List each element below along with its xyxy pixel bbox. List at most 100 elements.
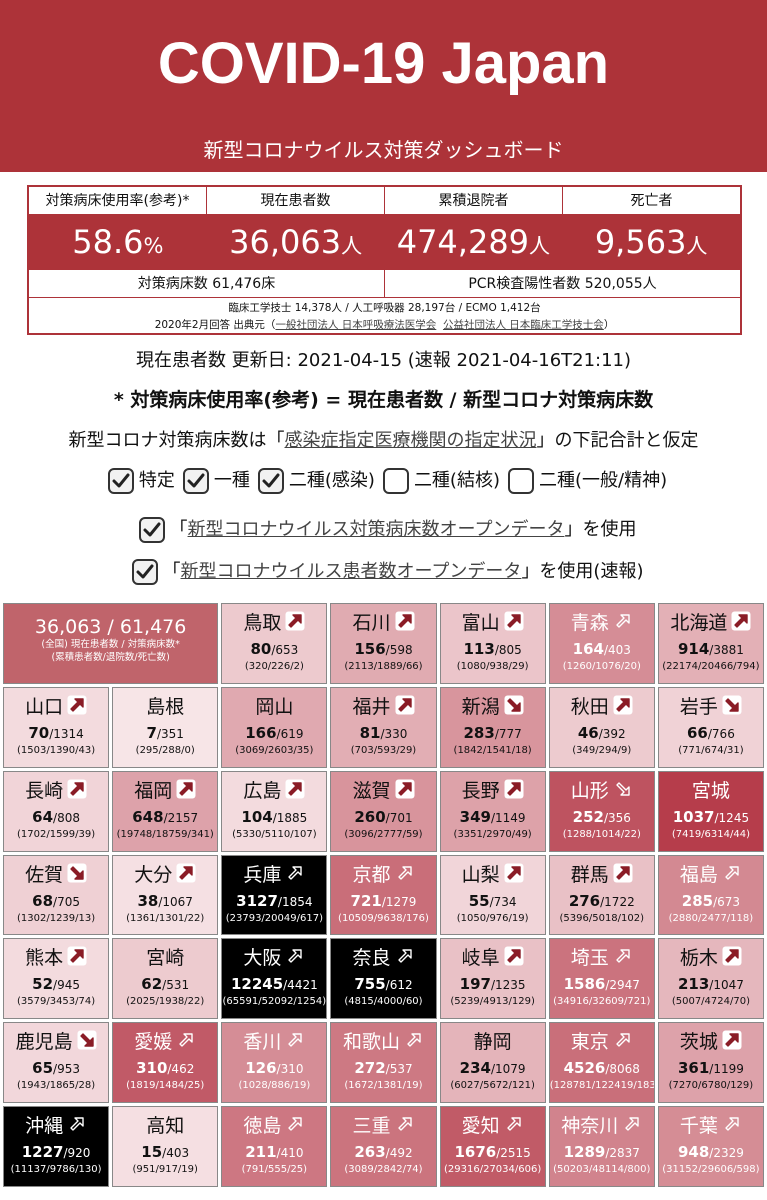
prefecture-tile[interactable]: 広島 104/1885 (5330/5110/107) <box>221 770 328 852</box>
bed-count: /808 <box>53 810 80 825</box>
name-text: 宮城 <box>691 779 730 802</box>
trend-arrow <box>616 614 630 628</box>
prefecture-tile[interactable]: 愛知 1676/2515 (29316/27034/606) <box>439 1106 546 1187</box>
checkbox[interactable] <box>257 468 284 494</box>
checkbox[interactable] <box>131 559 158 585</box>
prefecture-tile[interactable]: 群馬 276/1722 (5396/5018/102) <box>548 854 655 936</box>
source-link[interactable]: 一般社団法人 日本呼吸療法医学会 <box>275 319 437 331</box>
cumulative-totals: (320/226/2) <box>244 661 304 672</box>
prefecture-tile[interactable]: 埼玉 1586/2947 (34916/32609/721) <box>548 938 655 1020</box>
trend-arrow <box>504 695 524 715</box>
name-text: 秋田 <box>570 695 609 718</box>
prefecture-tile[interactable]: 島根 7/351 (295/288/0) <box>112 686 219 768</box>
source-link[interactable]: 新型コロナウイルス患者数オープンデータ <box>180 561 522 582</box>
prefecture-tile[interactable]: 福島 285/673 (2880/2477/118) <box>657 854 764 936</box>
prefecture-name: 福島 <box>659 862 763 888</box>
name-text: 神奈川 <box>561 1115 619 1138</box>
prefecture-tile[interactable]: 東京 4526/8068 (128781/122419/1836) <box>548 1022 655 1104</box>
cumulative-totals: (3096/2777/59) <box>344 828 423 840</box>
prefecture-tile[interactable]: 千葉 948/2329 (31152/29606/598) <box>657 1106 764 1187</box>
cumulative-totals: (2025/1938/22) <box>126 996 205 1008</box>
current-patients: 948 <box>677 1143 710 1162</box>
trend-arrow <box>70 1117 84 1131</box>
prefecture-tile[interactable]: 徳島 211/410 (791/555/25) <box>221 1106 328 1187</box>
prefecture-tile[interactable]: 長野 349/1149 (3351/2970/49) <box>439 770 546 852</box>
checkbox[interactable] <box>507 468 534 494</box>
prefecture-tile[interactable]: 沖縄 1227/920 (11137/9786/130) <box>3 1106 110 1187</box>
prefecture-tile[interactable]: 和歌山 272/537 (1672/1381/19) <box>330 1022 437 1104</box>
prefecture-tile[interactable]: 鹿児島 65/953 (1943/1865/28) <box>3 1022 110 1104</box>
bed-count: /410 <box>276 1146 304 1161</box>
prefecture-tile[interactable]: 岡山 166/619 (3069/2603/35) <box>221 686 328 768</box>
bed-count: /492 <box>385 1146 413 1161</box>
prefecture-tile[interactable]: 富山 113/805 (1080/938/29) <box>439 603 546 684</box>
prefecture-tile[interactable]: 大阪 12245/4421 (65591/52092/1254) <box>221 938 328 1020</box>
prefecture-name: 沖縄 <box>4 1113 108 1139</box>
trend-arrow <box>504 779 524 799</box>
prefecture-tile[interactable]: 愛媛 310/462 (1819/1484/25) <box>112 1022 219 1104</box>
checkbox[interactable] <box>382 468 409 494</box>
name-text: 熊本 <box>25 947 64 970</box>
prefecture-tile[interactable]: 青森 164/403 (1260/1076/20) <box>548 603 655 684</box>
checkbox[interactable] <box>138 517 165 543</box>
summary-value: 36,063 / 61,476 <box>34 616 187 638</box>
prefecture-tile[interactable]: 佐賀 68/705 (1302/1239/13) <box>3 854 110 936</box>
prefecture-tile[interactable]: 滋賀 260/701 (3096/2777/59) <box>330 770 437 852</box>
prefecture-tile[interactable]: 高知 15/403 (951/917/19) <box>112 1106 219 1187</box>
prefecture-name: 鳥取 <box>222 610 326 636</box>
cumulative-totals: (3069/2603/35) <box>235 744 314 756</box>
prefecture-tile[interactable]: 大分 38/1067 (1361/1301/22) <box>112 854 219 936</box>
name-text: 兵庫 <box>243 863 282 886</box>
bed-count: /766 <box>707 726 735 741</box>
name-text: 茨城 <box>679 1031 718 1054</box>
prefecture-tile[interactable]: 山口 70/1314 (1503/1390/43) <box>3 686 110 768</box>
current-patients: 4526 <box>563 1059 606 1078</box>
summary-tile[interactable]: 36,063 / 61,476 (全国) 現在患者数 / 対策病床数* (累積患… <box>3 603 219 684</box>
case-count: 1227/920 <box>4 1143 108 1161</box>
bed-count: /462 <box>167 1062 195 1077</box>
prefecture-tile[interactable]: 静岡 234/1079 (6027/5672/121) <box>439 1022 546 1104</box>
prefecture-tile[interactable]: 栃木 213/1047 (5007/4724/70) <box>657 938 764 1020</box>
assumption-link[interactable]: 感染症指定医療機関の指定状況 <box>284 430 537 451</box>
prefecture-tile[interactable]: 神奈川 1289/2837 (50203/48114/800) <box>548 1106 655 1187</box>
prefecture-tile[interactable]: 長崎 64/808 (1702/1599/39) <box>3 770 110 852</box>
prefecture-tile[interactable]: 兵庫 3127/1854 (23793/20049/617) <box>221 854 328 936</box>
source-link[interactable]: 公益社団法人 日本臨床工学技士会 <box>442 319 604 331</box>
prefecture-tile[interactable]: 福井 81/330 (703/593/29) <box>330 686 437 768</box>
prefecture-tile[interactable]: 秋田 46/392 (349/294/9) <box>548 686 655 768</box>
prefecture-tile[interactable]: 北海道 914/3881 (22174/20466/794) <box>657 603 764 684</box>
prefecture-tile[interactable]: 山形 252/356 (1288/1014/22) <box>548 770 655 852</box>
bed-count: /392 <box>598 726 626 741</box>
checkbox[interactable] <box>182 468 209 494</box>
prefecture-tile[interactable]: 宮城 1037/1245 (7419/6314/44) <box>657 770 764 852</box>
prefecture-tile[interactable]: 石川 156/598 (2113/1889/66) <box>330 603 437 684</box>
prefecture-tile[interactable]: 鳥取 80/653 (320/226/2) <box>221 603 328 684</box>
prefecture-tile[interactable]: 香川 126/310 (1028/886/19) <box>221 1022 328 1104</box>
source-link[interactable]: 新型コロナウイルス対策病床数オープンデータ <box>187 519 565 540</box>
bed-count: /673 <box>713 894 741 909</box>
prefecture-tile[interactable]: 宮崎 62/531 (2025/1938/22) <box>112 938 219 1020</box>
prefecture-tile[interactable]: 奈良 755/612 (4815/4000/60) <box>330 938 437 1020</box>
prefecture-tile[interactable]: 三重 263/492 (3089/2842/74) <box>330 1106 437 1187</box>
checkbox[interactable] <box>107 468 134 494</box>
source-suffix: 」を使用(速報) <box>521 561 644 582</box>
prefecture-tile[interactable]: 福岡 648/2157 (19748/18759/341) <box>112 770 219 852</box>
prefecture-tile[interactable]: 茨城 361/1199 (7270/6780/129) <box>657 1022 764 1104</box>
check-mark <box>262 473 280 488</box>
prefecture-tile[interactable]: 岐阜 197/1235 (5239/4913/129) <box>439 938 546 1020</box>
current-patients: 361 <box>677 1059 710 1078</box>
prefecture-tile[interactable]: 新潟 283/777 (1842/1541/18) <box>439 686 546 768</box>
prefecture-name: 千葉 <box>659 1113 763 1139</box>
prefecture-tile[interactable]: 岩手 66/766 (771/674/31) <box>657 686 764 768</box>
trend-arrow <box>506 1117 521 1131</box>
trend-arrow <box>288 1117 303 1131</box>
check-mark <box>136 564 154 579</box>
prefecture-name: 山口 <box>4 694 108 720</box>
prefecture-tile[interactable]: 京都 721/1279 (10509/9638/176) <box>330 854 437 936</box>
equipment-info: 臨床工学技士 14,378人 / 人工呼吸器 28,197台 / ECMO 1,… <box>29 298 740 334</box>
case-count: 52/945 <box>4 975 108 993</box>
prefecture-tile[interactable]: 山梨 55/734 (1050/976/19) <box>439 854 546 936</box>
trend-arrow <box>722 946 742 966</box>
prefecture-tile[interactable]: 熊本 52/945 (3579/3453/74) <box>3 938 110 1020</box>
